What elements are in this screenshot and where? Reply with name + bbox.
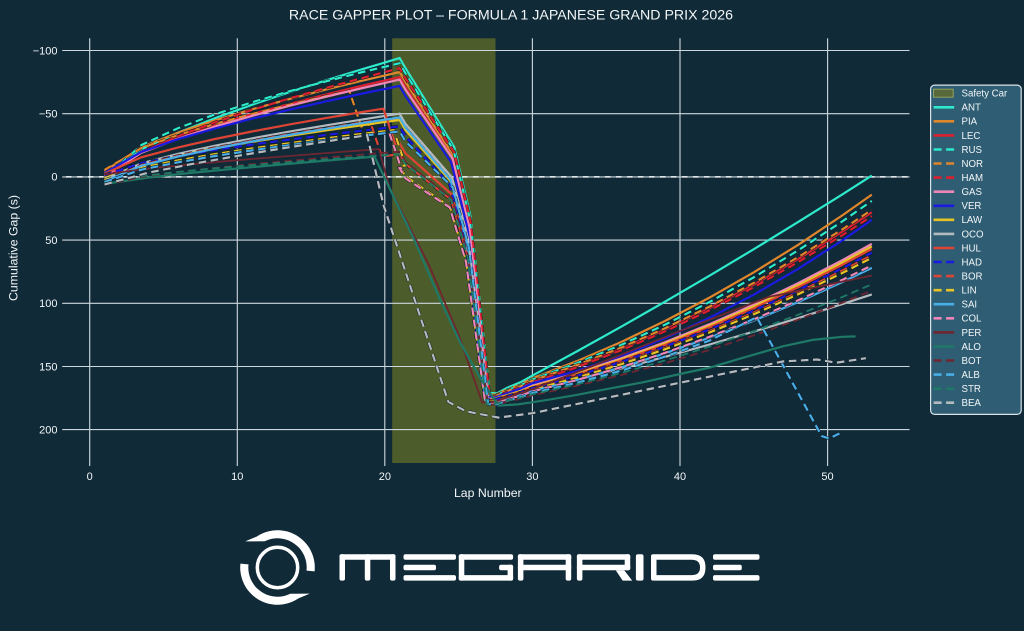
svg-text:COL: COL [962,314,983,325]
svg-text:50: 50 [45,235,57,247]
svg-text:GAS: GAS [962,187,983,198]
svg-text:BEA: BEA [962,398,982,409]
svg-text:LAW: LAW [962,215,983,226]
svg-text:10: 10 [231,471,243,483]
svg-text:Lap Number: Lap Number [454,486,522,500]
svg-text:Safety Car: Safety Car [962,89,1009,100]
svg-text:40: 40 [674,471,686,483]
svg-text:PER: PER [962,328,982,339]
svg-text:20: 20 [379,471,391,483]
svg-text:BOR: BOR [962,272,983,283]
svg-text:PIA: PIA [962,117,978,128]
svg-text:150: 150 [39,361,57,373]
svg-text:OCO: OCO [962,229,985,240]
svg-text:−100: −100 [33,45,58,57]
svg-text:BOT: BOT [962,356,982,367]
svg-text:Cumulative Gap (s): Cumulative Gap (s) [7,195,21,301]
svg-text:HAD: HAD [962,257,982,268]
svg-text:−50: −50 [39,109,58,121]
svg-text:RACE GAPPER PLOT – FORMULA 1 J: RACE GAPPER PLOT – FORMULA 1 JAPANESE GR… [289,8,733,24]
svg-text:VER: VER [962,201,982,212]
svg-text:RUS: RUS [962,145,983,156]
svg-text:HAM: HAM [962,173,984,184]
svg-text:50: 50 [821,471,833,483]
svg-text:HUL: HUL [962,243,982,254]
svg-text:100: 100 [39,298,57,310]
svg-text:0: 0 [51,172,57,184]
svg-text:STR: STR [962,384,981,395]
svg-text:SAI: SAI [962,300,978,311]
svg-text:LIN: LIN [962,286,977,297]
svg-text:0: 0 [87,471,93,483]
svg-text:200: 200 [39,424,57,436]
svg-text:ALB: ALB [962,370,980,381]
svg-text:30: 30 [526,471,538,483]
svg-text:ALO: ALO [962,342,982,353]
svg-text:LEC: LEC [962,131,981,142]
svg-text:NOR: NOR [962,159,984,170]
svg-text:ANT: ANT [962,103,981,114]
